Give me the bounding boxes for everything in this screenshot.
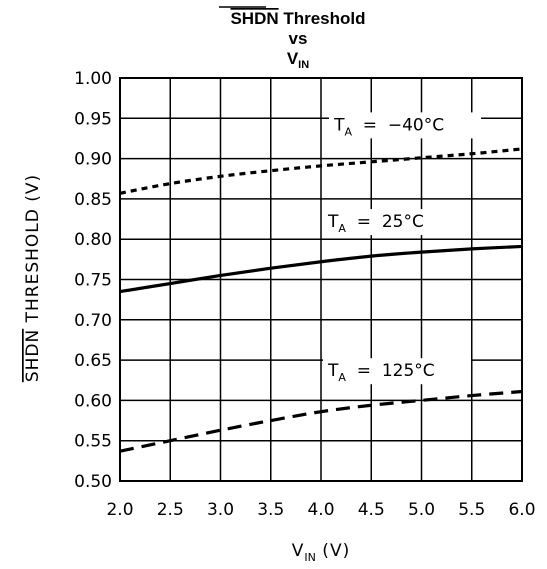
y-tick-label: 0.95	[74, 109, 112, 129]
x-tick-label: 4.5	[358, 500, 385, 520]
chart-title: SHDN Threshold vs VIN	[219, 6, 366, 71]
y-tick-label: 1.00	[74, 69, 112, 89]
y-tick-label: 0.65	[74, 351, 112, 371]
grid	[119, 77, 523, 482]
x-tick-label: 3.5	[257, 500, 284, 520]
y-axis-overbar-text: SHDN	[23, 329, 43, 382]
title-vin-sub: IN	[298, 59, 309, 71]
y-tick-label: 0.90	[74, 150, 112, 170]
series-label-text: TA = −40°C	[333, 115, 444, 138]
series-label-125c: TA = 125°C	[323, 358, 472, 385]
x-tick-label: 6.0	[508, 500, 535, 520]
title-line3: VIN	[287, 49, 309, 71]
plot-frame	[119, 77, 523, 482]
title-line1: SHDN Threshold	[230, 9, 365, 28]
x-axis-vin-main: V	[292, 541, 305, 561]
plot-area	[119, 77, 523, 482]
y-tick-label: 0.50	[74, 472, 112, 492]
y-tick-label: 0.55	[74, 432, 112, 452]
title-line2: vs	[289, 29, 308, 48]
x-tick-label: 2.5	[157, 500, 184, 520]
title-overbar-text: SHDN	[230, 9, 278, 28]
series-labels: TA = −40°C TA = 25°C TA = 125°C	[323, 112, 482, 385]
y-tick-label: 0.80	[74, 230, 112, 250]
y-tick-label: 0.85	[74, 190, 112, 210]
series-line-minus40c	[119, 147, 523, 195]
x-axis-unit: (V)	[316, 541, 350, 561]
y-tick-labels: 0.50 0.55 0.60 0.65 0.70 0.75 0.80 0.85 0.90 0.95…	[74, 69, 112, 492]
series-label-25c: TA = 25°C	[323, 209, 452, 236]
series-label-text: TA = 125°C	[327, 361, 435, 384]
y-tick-label: 0.60	[74, 391, 112, 411]
series-label-backing	[323, 209, 452, 236]
x-tick-label: 4.0	[307, 500, 334, 520]
x-tick-label: 5.0	[408, 500, 435, 520]
x-axis-label: VIN (V)	[292, 541, 350, 564]
y-tick-label: 0.75	[74, 271, 112, 291]
y-axis-label-text: SHDN THRESHOLD (V)	[23, 174, 43, 382]
series-label-text: TA = 25°C	[327, 212, 424, 235]
title-rest-text: Threshold	[279, 9, 366, 28]
series-line-25c	[119, 244, 523, 294]
series-group	[119, 147, 523, 453]
series-label-backing	[323, 358, 472, 385]
x-tick-labels: 2.0 2.5 3.0 3.5 4.0 4.5 5.0 5.5 6.0	[106, 500, 535, 520]
series-line-125c	[119, 389, 523, 453]
title-vin-main: V	[287, 49, 299, 68]
x-axis-vin-sub: IN	[304, 551, 315, 564]
x-tick-label: 2.0	[106, 500, 133, 520]
x-tick-label: 3.0	[207, 500, 234, 520]
series-label-minus40c: TA = −40°C	[329, 112, 482, 139]
y-tick-label: 0.70	[74, 311, 112, 331]
y-axis-label: SHDN THRESHOLD (V)	[23, 174, 43, 382]
x-tick-label: 5.5	[458, 500, 485, 520]
y-axis-rest-text: THRESHOLD (V)	[23, 174, 43, 329]
series-label-backing	[329, 112, 482, 139]
